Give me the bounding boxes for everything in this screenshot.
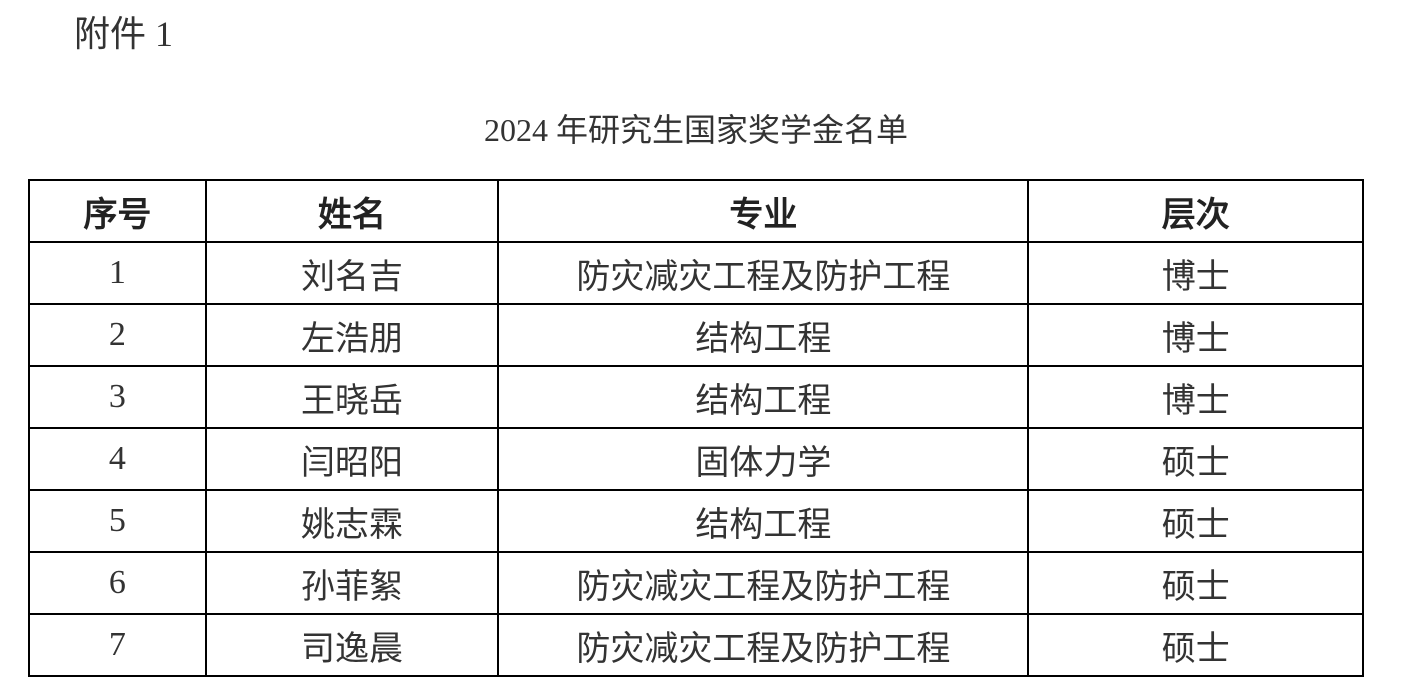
- header-major: 专业: [497, 179, 1030, 243]
- cell-name: 司逸晨: [204, 613, 500, 677]
- table-row: 5 姚志霖 结构工程 硕士: [28, 489, 1364, 553]
- cell-index: 2: [28, 303, 207, 367]
- cell-level: 硕士: [1027, 613, 1364, 677]
- attachment-label: 附件 1: [74, 14, 174, 54]
- table-row: 1 刘名吉 防灾减灾工程及防护工程 博士: [28, 241, 1364, 305]
- table-row: 2 左浩朋 结构工程 博士: [28, 303, 1364, 367]
- cell-level: 硕士: [1027, 489, 1364, 553]
- header-name: 姓名: [204, 179, 500, 243]
- document-title: 2024 年研究生国家奖学金名单: [483, 112, 908, 148]
- cell-major: 结构工程: [497, 365, 1030, 429]
- cell-major: 固体力学: [497, 427, 1030, 491]
- table-row: 7 司逸晨 防灾减灾工程及防护工程 硕士: [28, 613, 1364, 677]
- cell-major: 防灾减灾工程及防护工程: [497, 613, 1030, 677]
- cell-index: 5: [28, 489, 207, 553]
- table-row: 6 孙菲絮 防灾减灾工程及防护工程 硕士: [28, 551, 1364, 615]
- cell-name: 刘名吉: [204, 241, 500, 305]
- cell-level: 博士: [1027, 365, 1364, 429]
- cell-level: 博士: [1027, 303, 1364, 367]
- cell-name: 孙菲絮: [204, 551, 500, 615]
- cell-name: 姚志霖: [204, 489, 500, 553]
- cell-level: 博士: [1027, 241, 1364, 305]
- cell-major: 防灾减灾工程及防护工程: [497, 551, 1030, 615]
- table-row: 4 闫昭阳 固体力学 硕士: [28, 427, 1364, 491]
- header-index: 序号: [28, 179, 207, 243]
- cell-index: 1: [28, 241, 207, 305]
- cell-name: 王晓岳: [204, 365, 500, 429]
- cell-level: 硕士: [1027, 551, 1364, 615]
- header-level: 层次: [1027, 179, 1364, 243]
- table-row: 3 王晓岳 结构工程 博士: [28, 365, 1364, 429]
- cell-index: 3: [28, 365, 207, 429]
- table-header-row: 序号 姓名 专业 层次: [28, 179, 1364, 243]
- cell-index: 7: [28, 613, 207, 677]
- cell-level: 硕士: [1027, 427, 1364, 491]
- cell-name: 左浩朋: [204, 303, 500, 367]
- cell-major: 结构工程: [497, 489, 1030, 553]
- cell-name: 闫昭阳: [204, 427, 500, 491]
- cell-index: 6: [28, 551, 207, 615]
- cell-major: 防灾减灾工程及防护工程: [497, 241, 1030, 305]
- cell-index: 4: [28, 427, 207, 491]
- scholarship-table: 序号 姓名 专业 层次 1 刘名吉 防灾减灾工程及防护工程 博士 2 左浩朋 结构工程 博士 3…: [28, 179, 1364, 677]
- cell-major: 结构工程: [497, 303, 1030, 367]
